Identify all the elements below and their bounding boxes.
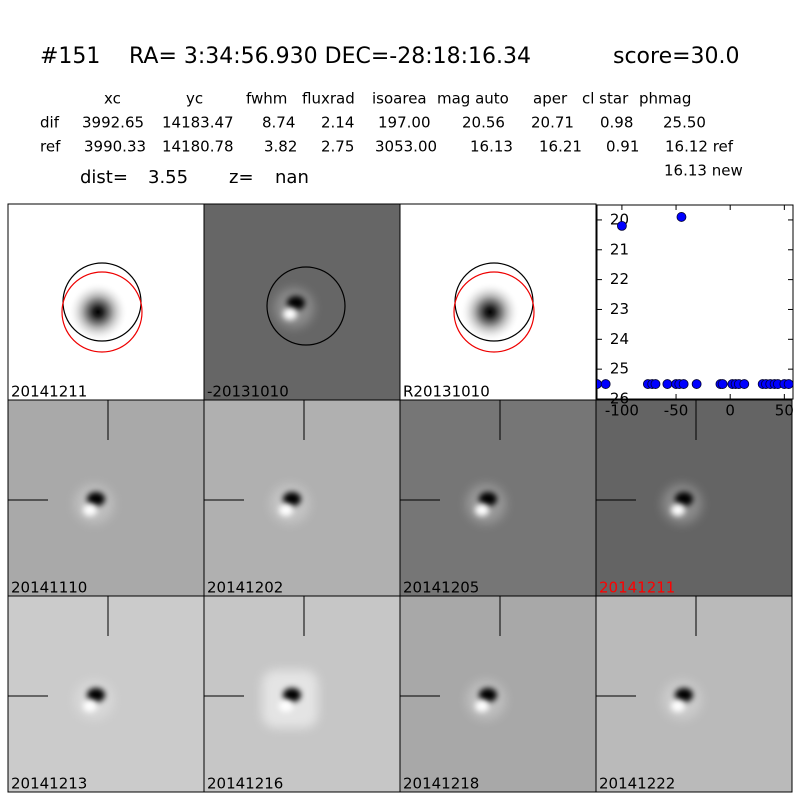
stats-table: xc yc fwhm fluxrad isoarea mag auto aper cl sta… [40, 90, 734, 156]
column-header: cl star [582, 90, 629, 108]
cell: 20.56 [462, 114, 505, 132]
blob-light [283, 308, 297, 320]
cell: 0.91 [606, 138, 639, 156]
point [678, 379, 689, 389]
blob-dark [283, 688, 301, 702]
panel-label: 20141218 [403, 775, 479, 793]
row-label: ref [40, 138, 61, 156]
row-label: dif [40, 114, 60, 132]
cell: 3990.33 [84, 138, 146, 156]
point [691, 379, 702, 389]
x-tick-label: -50 [664, 402, 689, 420]
plot-area [596, 204, 794, 400]
x-tick-label: 50 [775, 402, 794, 420]
y-tick-label: 23 [610, 300, 629, 318]
point [617, 220, 627, 231]
y-tick-label: 22 [610, 270, 629, 288]
blob-dark [87, 492, 105, 506]
blob-dark [675, 492, 693, 506]
point [676, 212, 687, 222]
cell: 0.98 [600, 114, 633, 132]
cell: 3992.65 [82, 114, 144, 132]
panel-label: 20141211 [599, 579, 675, 597]
point [662, 379, 673, 389]
column-header: mag auto [437, 90, 509, 108]
panel-label: 20141205 [403, 579, 479, 597]
cell: 8.74 [262, 114, 295, 132]
z-label: z= [229, 167, 254, 188]
panel-label: 20141213 [11, 775, 87, 793]
blob-dark [479, 492, 497, 506]
point [600, 379, 611, 389]
phmag-new: 16.13 new [664, 162, 743, 180]
candidate-id: #151 [40, 44, 100, 69]
aperture [266, 266, 346, 346]
cell: 14180.78 [162, 138, 234, 156]
blob-dark [283, 492, 301, 506]
blob-light [279, 700, 293, 712]
x-tick-label: -100 [605, 402, 639, 420]
y-tick-label: 26 [610, 390, 629, 408]
panel-label: 20141222 [599, 775, 675, 793]
blob-light [83, 504, 97, 516]
y-tick-label: 25 [610, 360, 629, 378]
blob-light [279, 504, 293, 516]
blob-light [671, 700, 685, 712]
cell: 3.82 [264, 138, 297, 156]
column-header: isoarea [372, 90, 427, 108]
cell: 16.13 [470, 138, 513, 156]
column-header: phmag [639, 90, 691, 108]
cell: 25.50 [663, 114, 706, 132]
blob-light [83, 700, 97, 712]
score: score=30.0 [613, 44, 740, 69]
cell: 16.21 [539, 138, 582, 156]
coordinates: RA= 3:34:56.930 DEC=-28:18:16.34 [129, 44, 531, 69]
panel-label: 20141202 [207, 579, 283, 597]
dist-label: dist= [80, 167, 128, 188]
panel-label: 20141110 [11, 579, 87, 597]
blob-light [475, 700, 489, 712]
cell: 2.75 [321, 138, 354, 156]
panels: 20141211 -20131010 R20131010 20141110 201412… [7, 203, 793, 793]
cell: 197.00 [378, 114, 431, 132]
point [739, 379, 750, 389]
cell: 14183.47 [162, 114, 234, 132]
blob-light [475, 504, 489, 516]
column-header: aper [533, 90, 568, 108]
y-tick-label: 24 [610, 330, 629, 348]
point [717, 379, 728, 389]
blob-light [671, 504, 685, 516]
column-header: xc [104, 90, 121, 108]
point [650, 379, 661, 389]
blob-dark [87, 688, 105, 702]
z-value: nan [275, 167, 309, 188]
aperture-ref [453, 271, 535, 353]
dist-value: 3.55 [148, 167, 188, 188]
panel-label: 20141216 [207, 775, 283, 793]
blob-dark [287, 296, 305, 310]
panel-label: 20141211 [11, 383, 87, 401]
cell: 16.12 ref [665, 138, 734, 156]
y-tick-label: 21 [610, 240, 629, 258]
column-header: fwhm [246, 90, 287, 108]
cell: 20.71 [531, 114, 574, 132]
x-tick-label: 0 [725, 402, 735, 420]
cell: 3053.00 [375, 138, 437, 156]
aperture-ref [61, 271, 143, 353]
column-header: fluxrad [302, 90, 355, 108]
star [68, 282, 128, 342]
panel-label: -20131010 [207, 383, 289, 401]
column-header: yc [186, 90, 203, 108]
point [783, 379, 793, 389]
blob-dark [479, 688, 497, 702]
star [460, 282, 520, 342]
blob-dark [675, 688, 693, 702]
panel-label: R20131010 [403, 383, 490, 401]
cell: 2.14 [321, 114, 354, 132]
